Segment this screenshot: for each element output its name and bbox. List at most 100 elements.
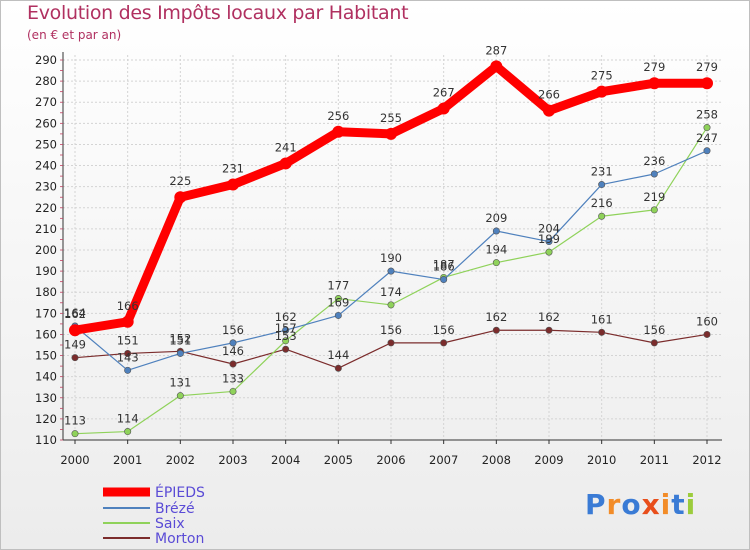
- data-label: 157: [275, 321, 297, 335]
- data-label: 151: [117, 333, 139, 347]
- y-tick-label: 240: [35, 159, 57, 173]
- data-point: [282, 326, 290, 334]
- data-label: 162: [275, 310, 297, 324]
- data-label: 209: [485, 211, 507, 225]
- data-label: 156: [380, 323, 402, 337]
- data-label: 231: [591, 165, 613, 179]
- data-label: 164: [64, 306, 86, 320]
- data-point: [440, 339, 448, 347]
- data-label: 162: [64, 307, 86, 321]
- data-point: [595, 85, 608, 98]
- data-label: 279: [643, 60, 665, 74]
- data-point: [385, 127, 397, 140]
- data-point: [69, 324, 81, 337]
- data-label: 161: [591, 312, 613, 326]
- y-tick-label: 110: [35, 433, 57, 447]
- logo-letter: t: [671, 488, 686, 521]
- data-point: [387, 339, 395, 347]
- data-point: [124, 366, 132, 374]
- data-label: 156: [222, 323, 244, 337]
- data-label: 266: [538, 88, 560, 102]
- data-point: [71, 354, 79, 362]
- data-label: 156: [433, 323, 455, 337]
- logo-letter: P: [585, 488, 607, 521]
- data-label: 187: [433, 257, 455, 271]
- data-point: [229, 387, 237, 395]
- data-point: [229, 339, 237, 347]
- legend-label: Morton: [155, 531, 204, 547]
- x-tick-label: 2003: [218, 453, 247, 467]
- data-label: 149: [64, 338, 86, 352]
- y-tick-label: 130: [35, 391, 57, 405]
- data-label: 153: [275, 329, 297, 343]
- y-tick-label: 290: [35, 53, 57, 67]
- logo-letter: i: [685, 488, 697, 521]
- x-tick-label: 2007: [429, 453, 458, 467]
- y-tick-label: 190: [35, 264, 57, 278]
- data-label: 231: [222, 162, 244, 176]
- data-point: [598, 328, 606, 336]
- x-tick-label: 2002: [166, 453, 195, 467]
- y-axis-ticks: 110 120 130 140 150 160 170 180 190 200 210 220 230 2…: [35, 53, 57, 447]
- data-label: 204: [538, 222, 560, 236]
- data-point: [121, 315, 134, 328]
- data-label: 275: [591, 69, 613, 83]
- data-point: [650, 170, 658, 178]
- x-tick-label: 2000: [60, 453, 89, 467]
- data-point: [492, 326, 500, 334]
- data-label: 143: [117, 350, 139, 364]
- data-point: [650, 339, 658, 347]
- x-tick-label: 2009: [534, 453, 563, 467]
- y-tick-label: 260: [35, 116, 57, 130]
- data-point: [437, 102, 450, 115]
- x-tick-label: 2010: [587, 453, 616, 467]
- data-point: [598, 181, 606, 189]
- data-label: 113: [64, 414, 86, 428]
- x-tick-label: 2001: [113, 453, 142, 467]
- data-label: 186: [433, 260, 455, 274]
- data-point: [543, 104, 555, 117]
- data-point: [545, 248, 553, 256]
- data-point: [492, 259, 500, 267]
- data-label: 166: [117, 299, 139, 313]
- y-tick-label: 180: [35, 285, 57, 299]
- data-label: 162: [485, 310, 507, 324]
- data-point: [492, 227, 500, 235]
- data-label: 177: [327, 279, 349, 293]
- data-label: 279: [696, 60, 718, 74]
- data-label: 190: [380, 251, 402, 265]
- data-label: 247: [696, 131, 718, 145]
- data-point: [334, 364, 342, 372]
- data-point: [703, 330, 711, 338]
- data-label: 160: [696, 314, 718, 328]
- y-tick-label: 140: [35, 370, 57, 384]
- data-label: 151: [169, 333, 191, 347]
- data-point: [124, 349, 132, 357]
- data-label: 287: [485, 43, 507, 57]
- data-label: 216: [591, 196, 613, 210]
- data-label: 152: [169, 331, 191, 345]
- x-tick-label: 2012: [692, 453, 721, 467]
- data-point: [334, 295, 342, 303]
- data-point: [176, 392, 184, 400]
- data-point: [332, 125, 345, 138]
- data-label: 162: [538, 310, 560, 324]
- x-tick-label: 2006: [376, 453, 405, 467]
- data-point: [229, 360, 237, 368]
- data-label: 114: [117, 412, 139, 426]
- data-point: [279, 157, 292, 170]
- legend-label: Saix: [155, 516, 185, 532]
- data-label: 199: [538, 232, 560, 246]
- data-point: [648, 77, 661, 90]
- data-label: 256: [327, 109, 349, 123]
- data-label: 146: [222, 344, 244, 358]
- data-label: 174: [380, 285, 402, 299]
- y-tick-label: 270: [35, 95, 57, 109]
- data-label: 194: [485, 243, 507, 257]
- y-tick-label: 120: [35, 412, 57, 426]
- data-point: [176, 349, 184, 357]
- data-point: [387, 267, 395, 275]
- y-tick-label: 250: [35, 137, 57, 151]
- data-label: 156: [643, 323, 665, 337]
